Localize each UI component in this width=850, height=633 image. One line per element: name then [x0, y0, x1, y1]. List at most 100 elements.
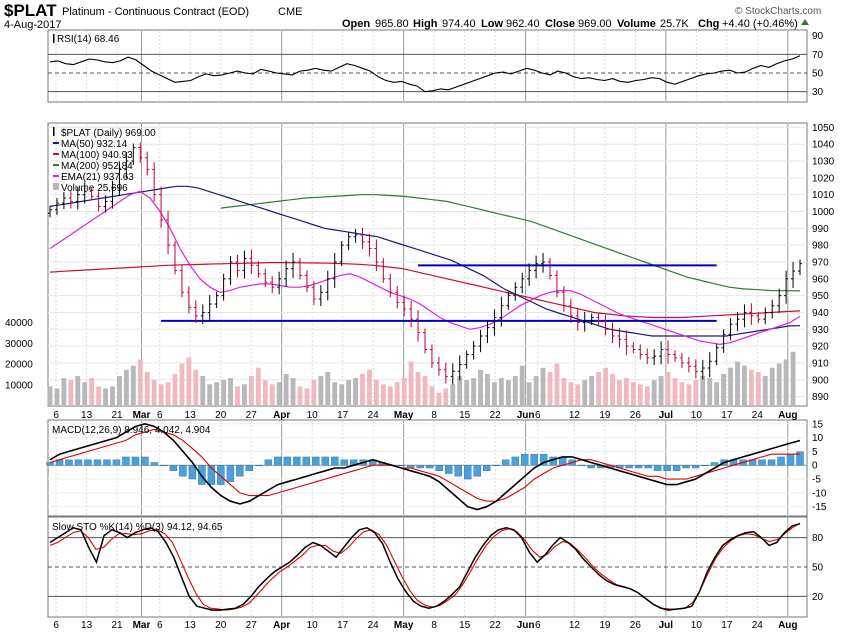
x-axis-label: Aug: [778, 410, 797, 421]
x-axis-label: 19: [599, 410, 611, 421]
macd-histogram-bar: [663, 465, 671, 471]
price-bar: [561, 286, 566, 312]
rsi-panel: [47, 29, 808, 103]
price-bar: [610, 322, 615, 344]
volume-bar: [554, 363, 560, 405]
volume-bar: [360, 373, 365, 405]
volume-bar: [200, 376, 206, 405]
price-bar: [513, 282, 518, 301]
volume-bar: [533, 376, 539, 405]
price-bar: [568, 298, 573, 323]
rsi-tick-label: 70: [812, 50, 824, 61]
price-bar: [429, 344, 434, 368]
price-bar: [506, 291, 511, 310]
macd-histogram-bar: [103, 459, 111, 466]
volume-bar: [617, 380, 622, 405]
price-tick-label: 1000: [812, 207, 835, 218]
price-bar: [48, 205, 52, 218]
volume-bar: [658, 376, 664, 405]
legend-entry: MA(200) 952.84: [61, 161, 133, 172]
macd-label: MACD(12,26,9) 8.946, 4.042, 4.904: [52, 425, 211, 436]
price-bar: [471, 341, 476, 360]
volume-bar: [665, 371, 671, 405]
price-bar: [777, 288, 782, 313]
price-bar: [304, 270, 309, 293]
rsi-tick-label: 50: [812, 69, 824, 80]
volume-bar: [380, 384, 386, 405]
price-bar: [346, 231, 351, 251]
x-axis-label: 26: [630, 620, 642, 631]
macd-histogram-bar: [236, 465, 244, 477]
macd-histogram-bar: [445, 465, 453, 474]
rsi-tick-label: 90: [812, 31, 824, 42]
price-bar: [152, 162, 157, 202]
price-bar: [700, 359, 705, 380]
macd-histogram-bar: [74, 459, 83, 466]
macd-histogram-bar: [511, 456, 519, 466]
volume-bar: [325, 371, 331, 405]
volume-bar: [68, 380, 74, 405]
price-tick-label: 970: [812, 257, 829, 268]
stochastic-tick-label: 50: [812, 563, 824, 574]
change-value: +4.40 (+0.46%): [722, 18, 798, 30]
price-tick-label: 1020: [812, 173, 835, 184]
volume-bar: [596, 371, 602, 405]
macd-histogram-bar: [84, 459, 92, 466]
volume-bar: [707, 378, 713, 405]
volume-bar: [478, 369, 483, 405]
price-bar: [673, 350, 677, 362]
macd-tick-label: -10: [812, 488, 827, 499]
macd-histogram-bar: [767, 459, 776, 466]
macd-histogram-bar: [169, 465, 178, 471]
volume-bar: [242, 384, 247, 405]
ma50-line: [49, 185, 801, 337]
volume-bar: [742, 365, 747, 405]
macd-histogram-bar: [160, 465, 168, 466]
volume-bar: [47, 386, 53, 405]
volume-bar: [790, 351, 796, 405]
price-tick-label: 960: [812, 274, 829, 285]
x-axis-label: 24: [368, 410, 380, 421]
x-axis-label: 10: [691, 620, 703, 631]
price-bar: [89, 187, 94, 201]
price-bar: [332, 252, 337, 288]
macd-histogram-bar: [217, 465, 225, 485]
price-bar: [554, 270, 559, 298]
volume-bar: [165, 382, 171, 405]
price-bar: [228, 255, 233, 285]
x-axis-label: 15: [459, 410, 471, 421]
x-axis-label: 6: [157, 410, 163, 421]
price-bar: [318, 285, 323, 307]
x-axis-label: Mar: [133, 620, 151, 631]
macd-histogram-bar: [416, 465, 424, 469]
price-bar: [186, 286, 191, 314]
price-bar: [693, 359, 698, 379]
volume-bar: [186, 357, 192, 405]
x-axis-label: 24: [752, 410, 764, 421]
macd-histogram-bar: [758, 459, 766, 466]
volume-bar: [526, 382, 532, 405]
price-bar: [374, 239, 379, 272]
macd-histogram-bar: [672, 465, 681, 471]
volume-bar: [728, 367, 733, 405]
macd-histogram-bar: [331, 456, 339, 466]
high-label: High: [413, 18, 438, 30]
macd-histogram-bar: [482, 465, 491, 471]
price-bar: [173, 241, 177, 275]
macd-histogram-bar: [701, 465, 709, 466]
price-bar: [423, 328, 427, 354]
price-bar: [311, 281, 316, 306]
price-bar: [200, 304, 205, 324]
volume-bar: [505, 380, 511, 405]
macd-histogram-bar: [340, 459, 349, 466]
price-bar: [756, 311, 761, 324]
price-bar: [339, 241, 344, 267]
macd-histogram-bar: [312, 456, 320, 466]
volume-bar: [290, 378, 296, 405]
legend-entry: EMA(21) 937.63: [61, 172, 134, 183]
macd-histogram-bar: [226, 465, 235, 483]
volume-bar: [394, 382, 400, 405]
volume-tick-label: 20000: [5, 360, 33, 371]
x-axis-label: May: [394, 410, 414, 421]
price-bar: [763, 307, 768, 325]
